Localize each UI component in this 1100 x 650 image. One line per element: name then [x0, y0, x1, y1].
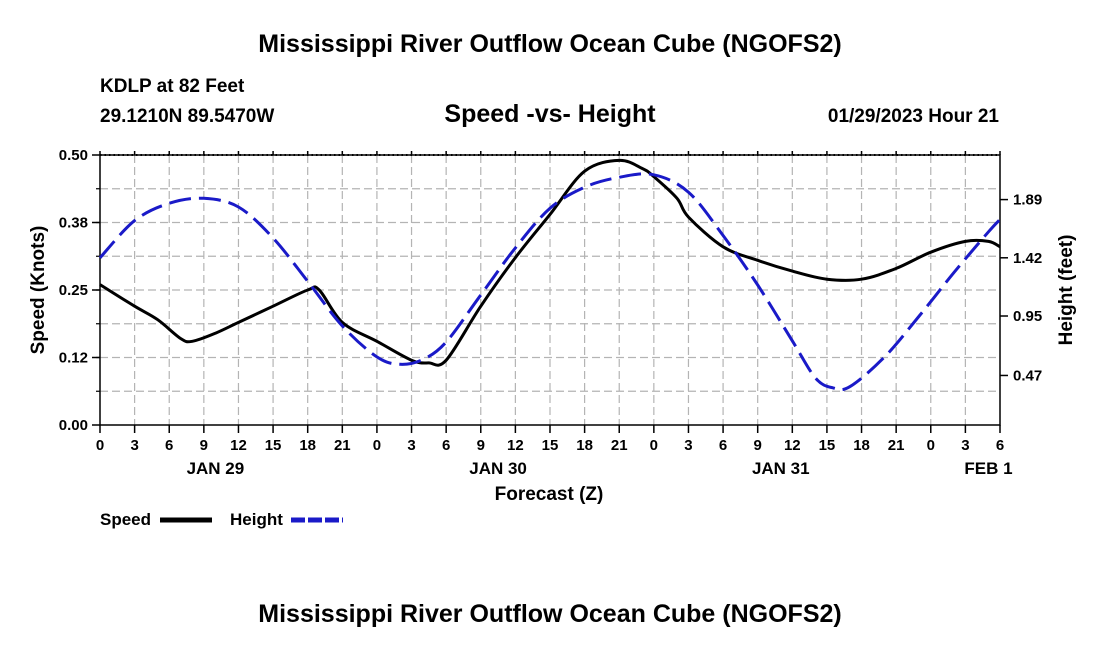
page-title: Mississippi River Outflow Ocean Cube (NG… — [258, 30, 842, 58]
height-series-line — [98, 172, 1002, 392]
y2-tick-label: 1.89 — [1013, 192, 1042, 209]
day-label: JAN 31 — [752, 459, 810, 478]
station-coordinates: 29.1210N 89.5470W — [100, 106, 275, 127]
x-tick-label: 15 — [819, 437, 836, 454]
x-tick-label: 9 — [200, 437, 208, 454]
y-tick-label: 0.50 — [59, 147, 88, 164]
y2-tick-label: 0.95 — [1013, 308, 1042, 325]
chart-subtitle: Speed -vs- Height — [444, 100, 656, 128]
y2-tick-label: 0.47 — [1013, 367, 1042, 384]
x-tick-label: 0 — [927, 437, 935, 454]
grid-lines — [100, 155, 1000, 425]
x-tick-label: 0 — [373, 437, 381, 454]
day-label: JAN 30 — [469, 459, 527, 478]
y-tick-label: 0.12 — [59, 350, 88, 367]
x-tick-label: 3 — [130, 437, 138, 454]
y-tick-label: 0.38 — [59, 215, 88, 232]
x-tick-label: 18 — [853, 437, 870, 454]
x-tick-label: 6 — [442, 437, 450, 454]
x-tick-label: 12 — [230, 437, 247, 454]
y-tick-label: 0.25 — [59, 282, 88, 299]
speed-series-line — [99, 158, 1001, 367]
x-tick-label: 12 — [784, 437, 801, 454]
day-label: FEB 1 — [964, 459, 1012, 478]
x-tick-label: 9 — [477, 437, 485, 454]
x-tick-label: 6 — [165, 437, 173, 454]
x-tick-label: 12 — [507, 437, 524, 454]
legend: Speed Height — [100, 510, 343, 529]
x-tick-label: 0 — [650, 437, 658, 454]
x-tick-label: 21 — [334, 437, 351, 454]
station-label: KDLP at 82 Feet — [100, 76, 245, 97]
x-tick-label: 18 — [576, 437, 593, 454]
x-tick-label: 3 — [961, 437, 969, 454]
x-tick-label: 21 — [888, 437, 905, 454]
footer-title: Mississippi River Outflow Ocean Cube (NG… — [258, 600, 842, 628]
legend-height-label: Height — [230, 510, 283, 529]
x-tick-label: 15 — [542, 437, 559, 454]
y-axis-label: Speed (Knots) — [28, 226, 49, 355]
forecast-datetime: 01/29/2023 Hour 21 — [827, 106, 999, 127]
y2-axis-label: Height (feet) — [1056, 235, 1077, 346]
legend-speed-label: Speed — [100, 510, 151, 529]
x-tick-label: 21 — [611, 437, 628, 454]
axis-tick-labels: 0 3 6 9 12 15 18 21 0 3 6 9 12 15 18 21 0 3 6 9 12 15 18 21 0 3 6 0… — [59, 147, 1042, 478]
x-tick-label: 0 — [96, 437, 104, 454]
data-series — [98, 158, 1002, 392]
x-tick-label: 6 — [719, 437, 727, 454]
y-tick-label: 0.00 — [59, 417, 88, 434]
x-tick-label: 3 — [684, 437, 692, 454]
x-tick-label: 6 — [996, 437, 1004, 454]
x-tick-label: 15 — [265, 437, 282, 454]
x-tick-label: 9 — [754, 437, 762, 454]
axis-ticks — [92, 151, 1008, 433]
y2-tick-label: 1.42 — [1013, 250, 1042, 267]
x-tick-label: 18 — [299, 437, 316, 454]
x-tick-label: 3 — [407, 437, 415, 454]
day-label: JAN 29 — [187, 459, 245, 478]
x-axis-label: Forecast (Z) — [495, 484, 604, 505]
